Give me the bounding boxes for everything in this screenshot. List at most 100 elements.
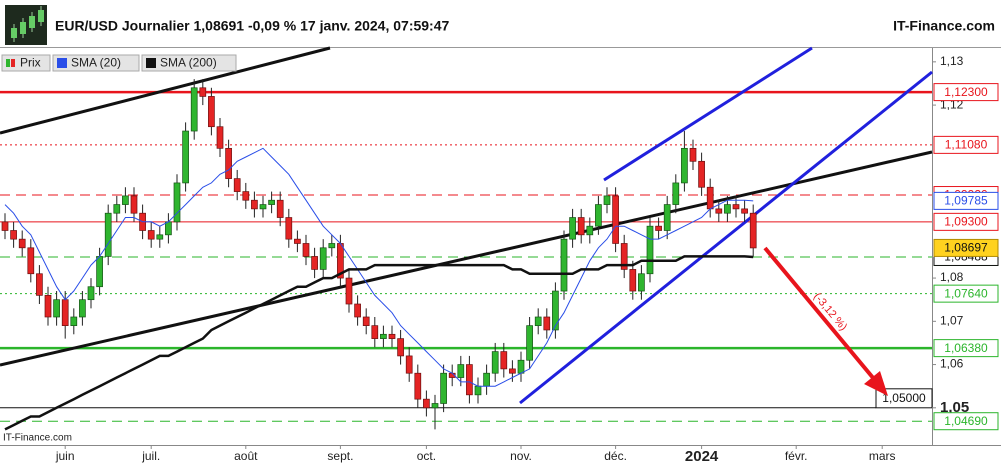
candle-body [689,147,697,162]
value-box-label: 1,08697 [944,241,988,255]
sma-line [4,255,754,431]
y-tick-label: 1,08 [940,270,964,284]
candle-body [612,195,619,244]
candle-body [44,295,52,318]
candle-body [87,286,95,301]
legend-label: SMA (200) [160,56,217,70]
candle-body [268,199,275,205]
candle-body [706,186,714,210]
candle-body [586,225,594,236]
value-box [933,238,999,257]
candle-body [216,126,224,149]
candle-body [509,368,516,374]
candle-body [36,273,43,296]
chart-title: EUR/USD Journalier 1,08691 -0,09 % 17 ja… [55,18,450,34]
site-name: IT-Finance.com [893,18,995,34]
candle-body [749,212,757,249]
candle-body [259,204,267,210]
channel-line [603,46,813,182]
value-box-label: 1,12300 [944,85,988,99]
candle-body [732,204,740,210]
candle-body [380,333,387,339]
candle-body [595,204,602,227]
candle-body [534,316,542,326]
candle-body [405,355,413,374]
value-box-label: 1,06380 [944,341,988,355]
candle-body [483,372,490,387]
candle-body [371,325,379,339]
candle-body [182,130,189,184]
candle-body [646,225,654,275]
candle-body [113,204,121,214]
candle-body [302,243,310,257]
candle-body [715,208,723,214]
x-tick-label: déc. [604,449,627,463]
candle-body [190,87,198,132]
value-box [933,135,999,154]
candle-body [61,299,69,326]
candle-body [724,204,731,214]
candle-body [173,182,181,223]
candle-body [655,225,662,231]
candle-body [698,160,705,188]
channel-line [519,70,933,405]
candle-body [397,338,404,357]
candle-body [423,398,430,409]
candle-body [122,195,129,205]
candle-body [388,333,396,339]
candle-body [741,208,748,214]
candle-body [431,403,439,409]
y-tick-label: 1,05 [940,399,969,416]
candle-body [27,247,35,275]
candle-body [638,273,645,292]
x-tick-label: mars [869,449,896,463]
trendlines [0,46,933,405]
candle-body [328,243,336,249]
candle-body [345,277,353,305]
value-box [933,412,999,431]
watermark: IT-Finance.com [3,433,72,444]
x-tick-label: juin [55,449,75,463]
value-box-label: 1,07640 [944,286,988,300]
candle-body [208,96,215,128]
candle-body [466,364,473,396]
x-tick-label: 2024 [685,448,719,465]
sma-line [4,147,754,387]
candle-body [251,199,258,210]
candle-body [70,316,78,326]
candle-body [276,199,284,218]
legend: Prix SMA (20) SMA (200) [1,54,237,72]
candle-body [474,385,482,396]
candle-body [552,290,559,331]
x-tick-label: juil. [141,449,160,463]
candle-body [457,364,465,378]
value-box-label: 1,04690 [944,414,988,428]
candle-body [96,256,103,288]
value-box [933,212,999,231]
candle-body [319,247,327,270]
candle-body [517,359,525,374]
legend-label: Prix [20,56,41,70]
candle-body [1,221,9,231]
candle-body [681,147,688,184]
trendline [0,46,331,135]
y-tick-label: 1,06 [940,357,964,371]
candle-body [543,316,551,331]
candle-body [233,178,241,192]
arrow-shaft [763,246,876,381]
header [0,0,1001,47]
candle-body [242,191,250,201]
candle-body [199,87,207,97]
x-tick-label: oct. [417,449,436,463]
y-tick-label: 1,13 [940,54,964,68]
plot: 1,05000 [1,79,933,431]
candle-body [18,238,26,249]
candle-body [104,212,112,257]
candle-body [53,299,60,318]
value-box-label: 1,09785 [944,194,988,208]
candle-body [560,238,568,292]
candle-body [672,182,680,205]
value-box [933,284,999,303]
